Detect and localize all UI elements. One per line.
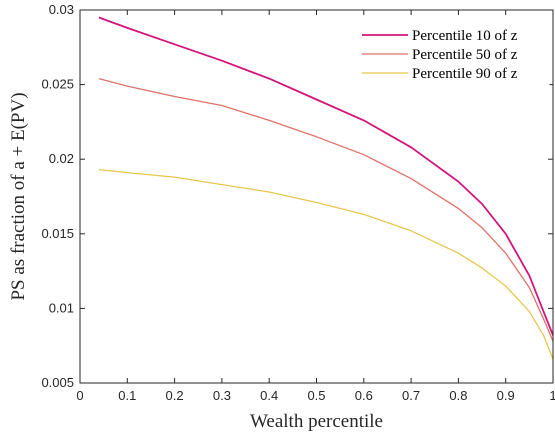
x-tick-label: 0.6 [355, 388, 373, 403]
x-tick-label: 0.9 [497, 388, 515, 403]
y-axis-label: PS as fraction of a + E(PV) [8, 92, 29, 300]
x-axis-ticks: 0 0.1 0.2 0.3 0.4 0.5 0.6 0.7 0.8 0.9 1 [76, 10, 555, 403]
x-tick-label: 0 [76, 388, 83, 403]
series-line-1 [98, 16, 554, 336]
legend-entry-label: Percentile 90 of z [412, 66, 518, 82]
y-tick-label: 0.03 [49, 2, 74, 17]
legend-entry-label: Percentile 10 of z [412, 28, 518, 44]
legend-entry-label: Percentile 50 of z [412, 47, 518, 63]
x-tick-label: 0.1 [118, 388, 136, 403]
series-layer [98, 16, 554, 360]
legend: Percentile 10 of z Percentile 50 of z Perc… [355, 17, 550, 91]
x-tick-label: 0.3 [213, 388, 231, 403]
x-tick-label: 0.2 [166, 388, 184, 403]
y-tick-label: 0.005 [41, 375, 74, 390]
y-axis-ticks: 0.005 0.01 0.015 0.02 0.025 0.03 [41, 2, 553, 390]
y-tick-label: 0.01 [49, 300, 74, 315]
x-tick-label: 0.4 [260, 388, 278, 403]
x-tick-label: 0.7 [402, 388, 420, 403]
y-tick-label: 0.025 [41, 77, 74, 92]
series-line-2 [98, 77, 554, 342]
x-tick-label: 0.5 [307, 388, 325, 403]
x-tick-label: 0.8 [449, 388, 467, 403]
x-axis-label: Wealth percentile [250, 411, 383, 432]
x-tick-label: 1 [549, 388, 555, 403]
y-tick-label: 0.02 [49, 151, 74, 166]
y-tick-label: 0.015 [41, 226, 74, 241]
series-line-3 [98, 168, 554, 360]
